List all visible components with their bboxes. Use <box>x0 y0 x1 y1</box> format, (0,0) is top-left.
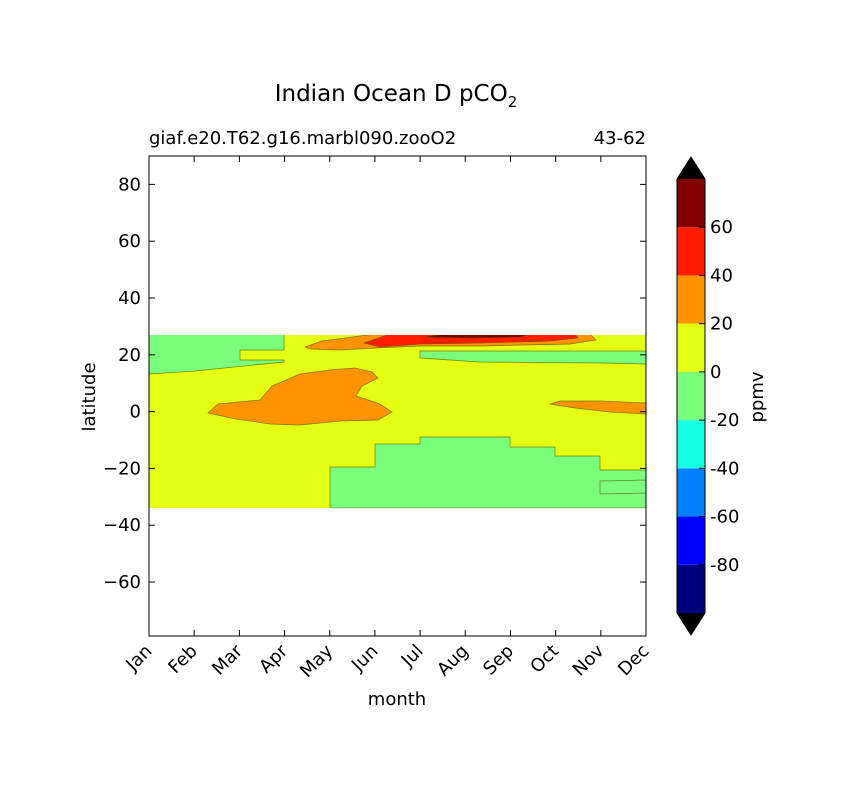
x-tick-label: Oct <box>526 641 563 678</box>
contour-region-equatorial-east <box>550 401 646 414</box>
plot-frame <box>148 155 647 637</box>
contour-line-south <box>329 436 646 509</box>
colorbar-extend-max <box>677 157 705 179</box>
colorbar-swatch <box>677 227 705 276</box>
y-tick-label: 0 <box>130 402 141 423</box>
x-tick-label: Feb <box>164 641 201 678</box>
x-tick-label: Jan <box>121 641 156 676</box>
chart-subtitle-left: giaf.e20.T62.g16.marbl090.zooO2 <box>149 128 456 149</box>
y-axis-label: latitude <box>79 362 100 431</box>
colorbar-tick-label: 0 <box>710 362 721 383</box>
x-axis-label: month <box>368 689 426 710</box>
colorbar-swatch <box>677 420 705 469</box>
x-tick-label: Jul <box>397 641 428 672</box>
contour-region-north-summer-core <box>364 334 578 347</box>
colorbar-swatch <box>677 564 705 613</box>
contour-line-equatorial-west <box>207 367 393 426</box>
contour-region-equatorial-west <box>208 368 392 425</box>
colorbar-extend-min <box>677 613 705 635</box>
x-tick-label: Apr <box>255 640 292 677</box>
x-tick-label: Sep <box>479 641 518 680</box>
no-data-north <box>149 156 646 335</box>
colorbar-tick-label: 40 <box>710 265 733 286</box>
colorbar: -80 -60 -40 -20 0 20 40 60 <box>676 156 739 636</box>
contour-fills <box>149 156 646 636</box>
x-tick-label: Jun <box>347 641 382 676</box>
colorbar-swatch <box>677 371 705 421</box>
contour-region-south <box>330 437 646 508</box>
y-tick-label: 20 <box>118 345 141 366</box>
colorbar-tick-label: 20 <box>710 314 733 335</box>
x-tick-label: Mar <box>208 640 247 679</box>
colorbar-outline <box>676 156 706 636</box>
y-tick-label: −60 <box>103 572 141 593</box>
contour-line-north-west <box>149 333 285 375</box>
contour-line-north-east <box>419 350 646 365</box>
contour-region-north-west <box>149 334 284 374</box>
colorbar-swatch <box>677 275 705 324</box>
colorbar-swatch <box>677 516 705 565</box>
x-tick-label: Nov <box>569 640 609 680</box>
colorbar-tick-label: -20 <box>710 410 739 431</box>
colorbar-swatch <box>677 323 705 372</box>
chart-subtitle-right: 43-62 <box>594 128 646 149</box>
colorbar-tick-label: -80 <box>710 555 739 576</box>
y-tick-label: 60 <box>118 231 141 252</box>
y-axis: 80 60 40 20 0 −20 −40 −60 <box>103 174 646 593</box>
colorbar-tick-label: 60 <box>710 217 733 238</box>
contour-region-north-east <box>420 351 646 364</box>
x-tick-label: May <box>296 640 337 681</box>
contour-plot <box>149 156 646 636</box>
contour-line-north-summer <box>304 333 597 351</box>
colorbar-tick-label: -40 <box>710 458 739 479</box>
y-tick-label: −40 <box>103 515 141 536</box>
colorbar-swatch <box>677 468 705 517</box>
colorbar-swatch <box>677 179 705 228</box>
colorbar-label: ppmv <box>747 371 768 422</box>
no-data-south <box>149 508 646 636</box>
y-tick-label: −20 <box>103 458 141 479</box>
contour-line-equatorial-east <box>549 400 646 415</box>
colorbar-tick-label: -60 <box>710 507 739 528</box>
y-tick-label: 80 <box>118 174 141 195</box>
x-tick-label: Dec <box>614 641 653 680</box>
y-tick-label: 40 <box>118 288 141 309</box>
x-tick-label: Aug <box>433 641 473 681</box>
chart-title: Indian Ocean D pCO2 <box>275 81 518 111</box>
